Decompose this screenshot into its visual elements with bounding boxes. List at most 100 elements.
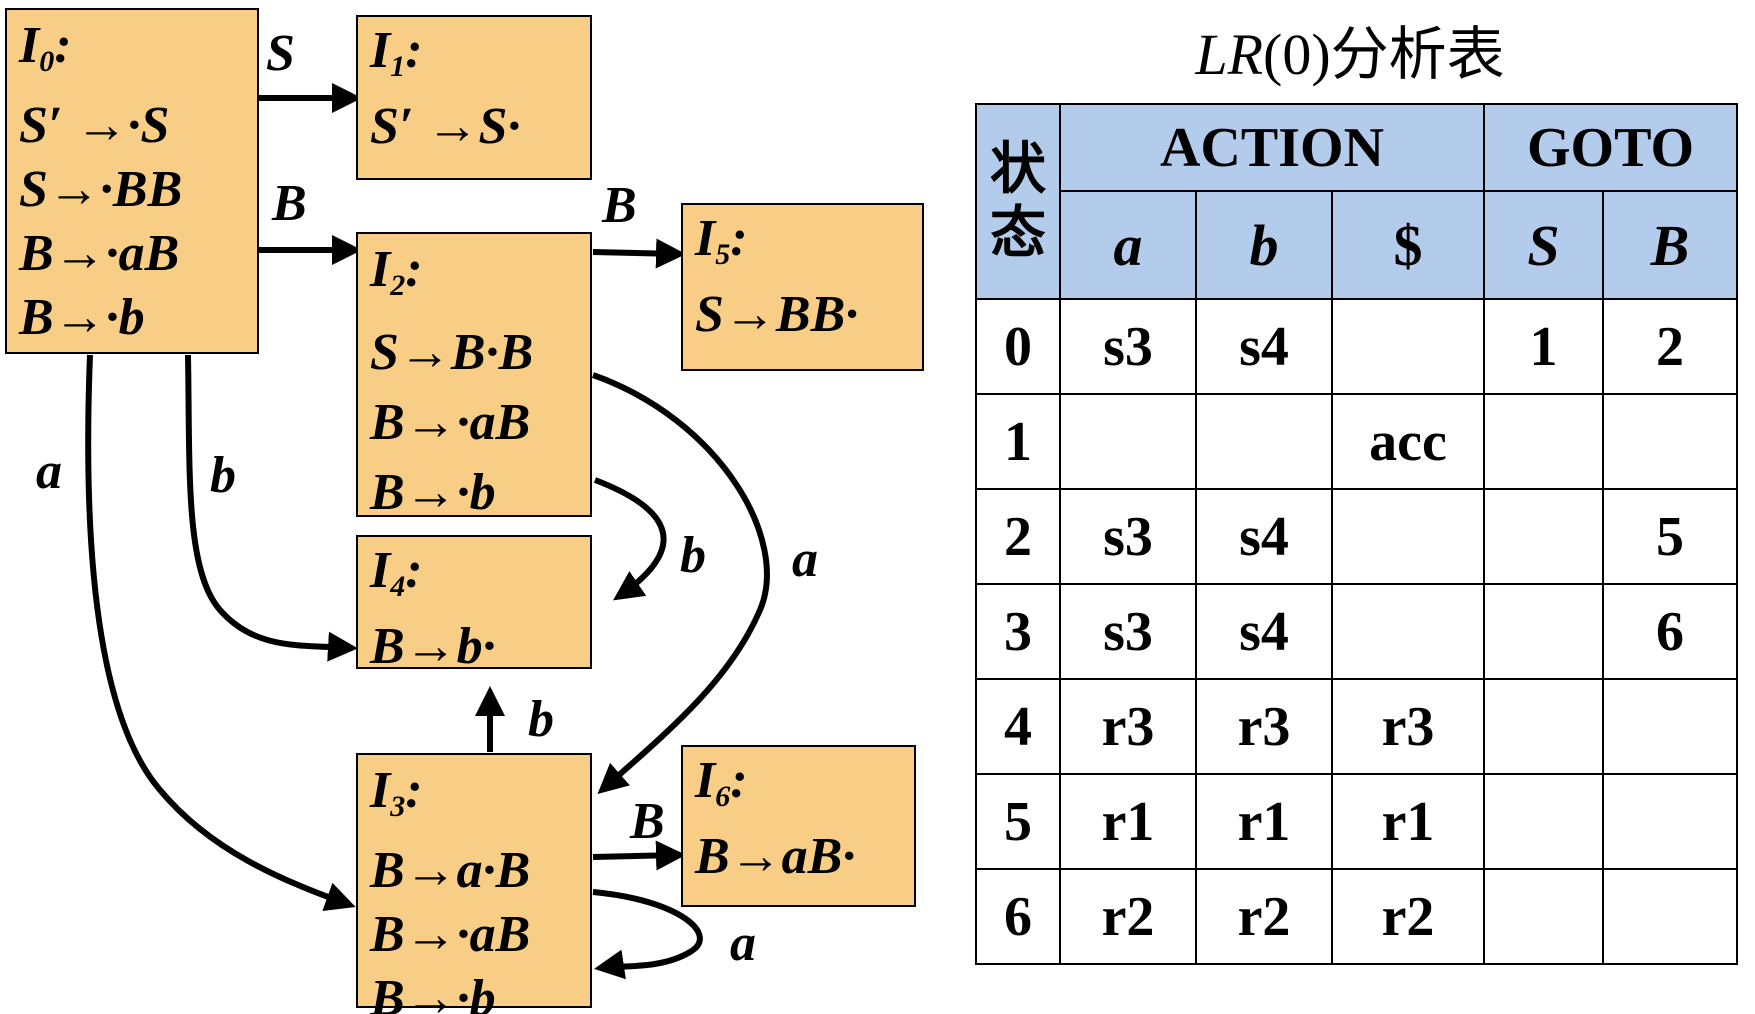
edge-i3-i3 bbox=[592, 889, 703, 980]
state-label: I3: bbox=[370, 762, 423, 823]
table-cell bbox=[1483, 583, 1604, 680]
lr-item: S′ →S· bbox=[370, 98, 521, 155]
table-cell: r1 bbox=[1331, 773, 1485, 870]
lr-item: B→·aB bbox=[370, 394, 531, 451]
table-cell: 6 bbox=[1602, 583, 1738, 680]
state-label: I0: bbox=[19, 17, 72, 78]
edge-i2-i4 bbox=[593, 477, 667, 601]
table-cell: s4 bbox=[1195, 488, 1333, 585]
table-cell bbox=[1483, 678, 1604, 775]
lr-item: S→BB· bbox=[695, 286, 859, 343]
edge-label-i3-i6: B bbox=[630, 793, 665, 850]
row-state: 2 bbox=[975, 488, 1061, 585]
state-i5: I5: S→BB· bbox=[681, 203, 924, 371]
state-i0: I0: S′ →·S S→·BB B→·aB B→·b bbox=[5, 8, 259, 354]
edge-i2-i5 bbox=[592, 238, 686, 269]
lr-item: B→·b bbox=[19, 289, 145, 346]
table-cell: r2 bbox=[1195, 868, 1333, 965]
row-state: 6 bbox=[975, 868, 1061, 965]
edge-label-i2-i4: b bbox=[680, 527, 706, 584]
edge-label-i3-i3: a bbox=[730, 915, 756, 972]
table-cell: s3 bbox=[1059, 298, 1197, 395]
state-i2: I2: S→B·B B→·aB B→·b bbox=[356, 232, 592, 521]
table-cell: acc bbox=[1331, 393, 1485, 490]
lr-item: B→·b bbox=[370, 970, 496, 1014]
row-state: 1 bbox=[975, 393, 1061, 490]
table-row: 4 r3 r3 r3 bbox=[975, 678, 1738, 775]
goto-symbol-s: S bbox=[1483, 190, 1604, 300]
goto-symbol-b: B bbox=[1602, 190, 1738, 300]
state-i6: I6: B→aB· bbox=[681, 745, 916, 907]
row-state: 5 bbox=[975, 773, 1061, 870]
table-cell: s4 bbox=[1195, 583, 1333, 680]
table-cell bbox=[1195, 393, 1333, 490]
state-column-header: 状态 bbox=[975, 103, 1061, 300]
state-label: I6: bbox=[695, 752, 748, 813]
table-row: 3 s3 s4 6 bbox=[975, 583, 1738, 680]
state-i1: I1: S′ →S· bbox=[356, 15, 592, 180]
state-label: I4: bbox=[370, 542, 423, 603]
lr-item: B→·b bbox=[370, 464, 496, 521]
lr-item: S→B·B bbox=[370, 324, 534, 381]
table-cell bbox=[1331, 488, 1485, 585]
edge-i0-i3 bbox=[85, 354, 356, 912]
table-cell: r2 bbox=[1059, 868, 1197, 965]
table-cell bbox=[1059, 393, 1197, 490]
table-row: 5 r1 r1 r1 bbox=[975, 773, 1738, 870]
table-cell: s3 bbox=[1059, 583, 1197, 680]
action-header: ACTION bbox=[1059, 103, 1485, 192]
lr-item: S′ →·S bbox=[19, 97, 170, 154]
edge-i0-i4 bbox=[185, 354, 358, 662]
table-cell: 1 bbox=[1483, 298, 1604, 395]
state-label: I2: bbox=[370, 241, 423, 302]
action-symbol-end: $ bbox=[1331, 190, 1485, 300]
lr-item: S→·BB bbox=[19, 161, 183, 218]
edge-label-i0-i2: B bbox=[272, 175, 307, 232]
row-state: 3 bbox=[975, 583, 1061, 680]
table-cell: s4 bbox=[1195, 298, 1333, 395]
action-symbol-a: a bbox=[1059, 190, 1197, 300]
lr-item: B→aB· bbox=[695, 828, 856, 885]
table-cell: 2 bbox=[1602, 298, 1738, 395]
table-row: 0 s3 s4 1 2 bbox=[975, 298, 1738, 395]
table-row: 2 s3 s4 5 bbox=[975, 488, 1738, 585]
table-cell: r2 bbox=[1331, 868, 1485, 965]
goto-header: GOTO bbox=[1483, 103, 1738, 192]
lr0-parse-table: 状态 ACTION GOTO a b $ S B 0 s3 s4 1 2 1 a… bbox=[975, 103, 1738, 965]
edge-i3-i6 bbox=[592, 840, 686, 871]
state-i3: I3: B→a·B B→·aB B→·b bbox=[356, 753, 592, 1014]
edge-label-i3-i4: b bbox=[528, 691, 554, 748]
row-state: 4 bbox=[975, 678, 1061, 775]
table-cell bbox=[1483, 393, 1604, 490]
lr-item: B→a·B bbox=[370, 842, 531, 899]
table-cell: r3 bbox=[1059, 678, 1197, 775]
table-cell: r3 bbox=[1331, 678, 1485, 775]
table-cell bbox=[1602, 773, 1738, 870]
table-cell: r3 bbox=[1195, 678, 1333, 775]
edge-label-i2-i5: B bbox=[602, 177, 637, 234]
lr-item: B→b· bbox=[370, 618, 496, 675]
edge-label-i2-i3: a bbox=[792, 531, 818, 588]
table-cell: 5 bbox=[1602, 488, 1738, 585]
lr-item: B→·aB bbox=[370, 906, 531, 963]
edge-label-i0-i4: b bbox=[210, 447, 236, 504]
action-symbol-b: b bbox=[1195, 190, 1333, 300]
state-label: I1: bbox=[370, 22, 423, 83]
table-cell: r1 bbox=[1059, 773, 1197, 870]
state-i4: I4: B→b· bbox=[356, 535, 592, 675]
table-cell bbox=[1483, 488, 1604, 585]
lr-item: B→·aB bbox=[19, 225, 180, 282]
edge-i2-i3 bbox=[591, 372, 770, 794]
table-title: LR(0)分析表 bbox=[1195, 22, 1505, 87]
table-cell: r1 bbox=[1195, 773, 1333, 870]
table-cell bbox=[1331, 298, 1485, 395]
table-cell bbox=[1331, 583, 1485, 680]
table-cell bbox=[1483, 868, 1604, 965]
edge-label-i0-i3: a bbox=[36, 443, 62, 500]
row-state: 0 bbox=[975, 298, 1061, 395]
table-row: 1 acc bbox=[975, 393, 1738, 490]
state-label: I5: bbox=[695, 210, 748, 271]
table-cell bbox=[1483, 773, 1604, 870]
edge-label-i0-i1: S bbox=[266, 25, 295, 82]
